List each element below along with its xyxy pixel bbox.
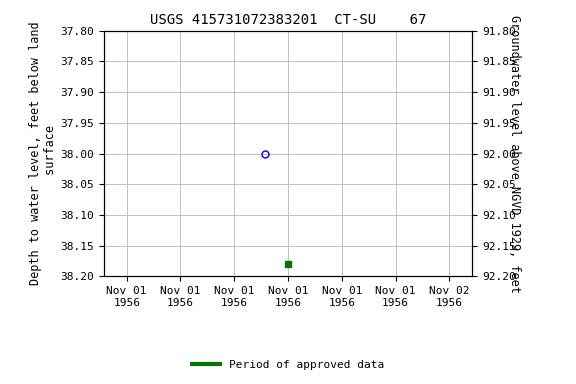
Title: USGS 415731072383201  CT-SU    67: USGS 415731072383201 CT-SU 67 (150, 13, 426, 27)
Legend: Period of approved data: Period of approved data (188, 355, 388, 374)
Y-axis label: Groundwater level above NGVD 1929, feet: Groundwater level above NGVD 1929, feet (509, 15, 521, 293)
Y-axis label: Depth to water level, feet below land
 surface: Depth to water level, feet below land su… (29, 22, 58, 285)
